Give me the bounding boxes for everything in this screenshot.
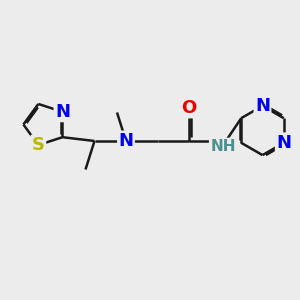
- Text: NH: NH: [210, 139, 236, 154]
- Text: N: N: [118, 132, 134, 150]
- Text: O: O: [182, 99, 196, 117]
- Text: N: N: [276, 134, 291, 152]
- Text: S: S: [32, 136, 45, 154]
- Text: N: N: [255, 97, 270, 115]
- Text: N: N: [55, 103, 70, 121]
